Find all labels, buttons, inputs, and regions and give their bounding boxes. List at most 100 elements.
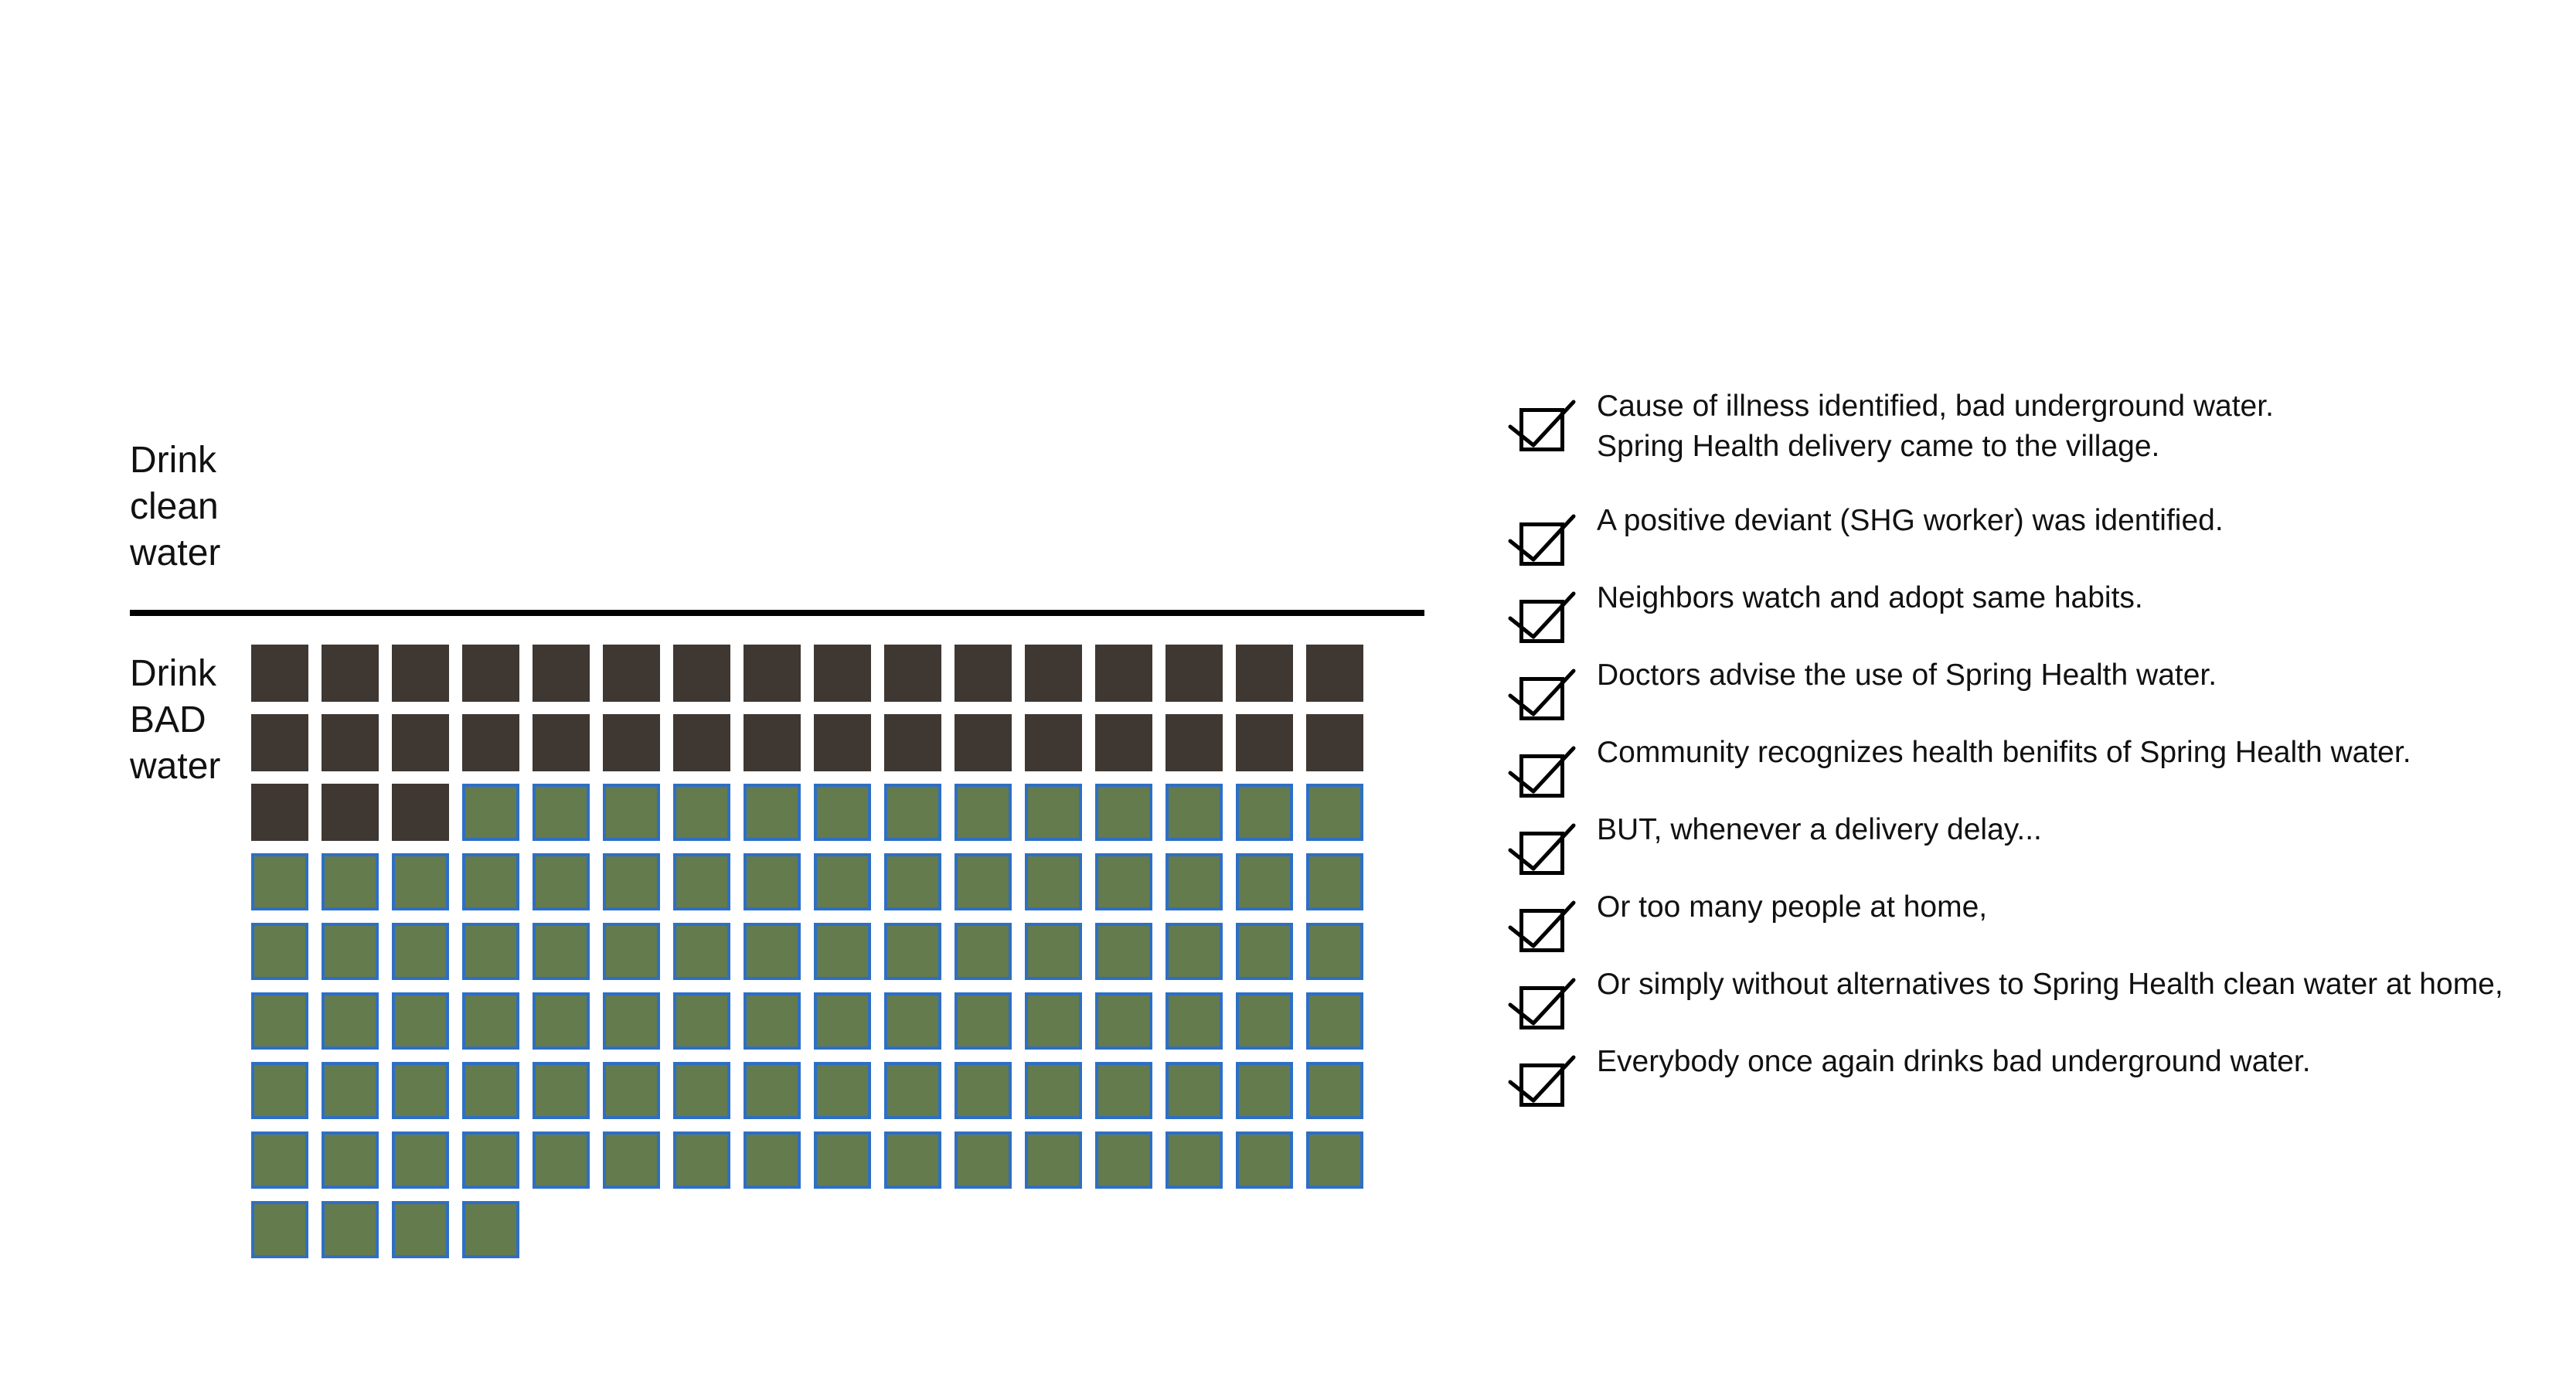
clean-water-person-square bbox=[392, 853, 449, 910]
clean-water-person-square bbox=[603, 1062, 660, 1119]
clean-water-person-square bbox=[1236, 1062, 1293, 1119]
bad-water-person-square bbox=[1095, 645, 1152, 702]
bad-water-person-square bbox=[1236, 714, 1293, 771]
bad-water-person-square bbox=[1306, 645, 1363, 702]
clean-water-person-square bbox=[322, 1201, 379, 1258]
bad-water-person-square bbox=[392, 784, 449, 841]
clean-water-person-square bbox=[251, 1201, 308, 1258]
bad-water-person-square bbox=[1236, 645, 1293, 702]
checkbox-icon bbox=[1519, 986, 1564, 1029]
checkmark-icon bbox=[1508, 746, 1576, 794]
checkmark-icon bbox=[1508, 400, 1576, 447]
bad-water-person-square bbox=[1095, 714, 1152, 771]
bad-water-person-square bbox=[814, 645, 871, 702]
clean-water-person-square bbox=[1236, 1131, 1293, 1189]
clean-water-person-square bbox=[1095, 784, 1152, 841]
clean-water-person-square bbox=[814, 1131, 871, 1189]
bad-water-person-square bbox=[462, 714, 519, 771]
bad-water-person-square bbox=[744, 714, 801, 771]
bad-water-person-square bbox=[322, 784, 379, 841]
clean-water-person-square bbox=[744, 992, 801, 1050]
clean-water-person-square bbox=[322, 1131, 379, 1189]
checklist-item-text: Community recognizes health benifits of … bbox=[1597, 733, 2411, 773]
drink-bad-water-label: Drink BAD water bbox=[130, 651, 220, 790]
clean-water-person-square bbox=[462, 1201, 519, 1258]
clean-water-person-square bbox=[744, 1131, 801, 1189]
bad-water-person-square bbox=[884, 714, 941, 771]
bad-water-person-square bbox=[603, 645, 660, 702]
clean-water-person-square bbox=[744, 784, 801, 841]
checkbox-icon bbox=[1519, 909, 1564, 952]
checklist-item-text: BUT, whenever a delivery delay... bbox=[1597, 810, 2042, 850]
clean-water-person-square bbox=[462, 1131, 519, 1189]
checkmark-icon bbox=[1508, 900, 1576, 948]
checkbox-icon bbox=[1519, 600, 1564, 643]
clean-water-person-square bbox=[251, 992, 308, 1050]
clean-water-person-square bbox=[1025, 853, 1082, 910]
checkmark-icon bbox=[1508, 669, 1576, 716]
clean-water-person-square bbox=[814, 992, 871, 1050]
checkmark-icon bbox=[1508, 978, 1576, 1026]
clean-water-person-square bbox=[251, 1062, 308, 1119]
clean-water-person-square bbox=[603, 1131, 660, 1189]
clean-water-person-square bbox=[673, 1062, 730, 1119]
bad-water-person-square bbox=[603, 714, 660, 771]
clean-water-person-square bbox=[322, 1062, 379, 1119]
clean-water-person-square bbox=[1306, 923, 1363, 980]
bad-water-person-square bbox=[251, 645, 308, 702]
bad-water-person-square bbox=[673, 714, 730, 771]
checkmark-icon bbox=[1508, 514, 1576, 562]
checkbox-icon bbox=[1519, 408, 1564, 451]
bad-water-person-square bbox=[1025, 714, 1082, 771]
clean-water-person-square bbox=[1025, 1062, 1082, 1119]
bad-water-person-square bbox=[251, 714, 308, 771]
clean-water-person-square bbox=[814, 1062, 871, 1119]
clean-water-person-square bbox=[462, 853, 519, 910]
clean-water-person-square bbox=[603, 992, 660, 1050]
bad-water-person-square bbox=[392, 645, 449, 702]
clean-water-person-square bbox=[884, 923, 941, 980]
clean-water-person-square bbox=[392, 923, 449, 980]
label-line: water bbox=[130, 533, 221, 573]
clean-water-person-square bbox=[1165, 923, 1223, 980]
clean-water-person-square bbox=[814, 853, 871, 910]
clean-water-person-square bbox=[1025, 992, 1082, 1050]
clean-water-person-square bbox=[251, 1131, 308, 1189]
bad-water-person-square bbox=[322, 645, 379, 702]
checklist-item-text: Neighbors watch and adopt same habits. bbox=[1597, 578, 2143, 618]
clean-water-person-square bbox=[673, 784, 730, 841]
clean-water-person-square bbox=[1165, 992, 1223, 1050]
checkbox-icon bbox=[1519, 832, 1564, 875]
checkbox-icon bbox=[1519, 754, 1564, 798]
clean-water-person-square bbox=[884, 1131, 941, 1189]
bad-water-person-square bbox=[533, 714, 590, 771]
clean-water-person-square bbox=[1095, 1131, 1152, 1189]
clean-water-person-square bbox=[1306, 784, 1363, 841]
clean-water-person-square bbox=[673, 1131, 730, 1189]
checkbox-icon bbox=[1519, 522, 1564, 566]
clean-water-person-square bbox=[1095, 1062, 1152, 1119]
clean-water-person-square bbox=[1095, 853, 1152, 910]
clean-water-person-square bbox=[1165, 1062, 1223, 1119]
clean-water-person-square bbox=[322, 923, 379, 980]
clean-water-person-square bbox=[673, 992, 730, 1050]
clean-water-person-square bbox=[1025, 784, 1082, 841]
checkmark-icon bbox=[1508, 591, 1576, 639]
clean-water-person-square bbox=[462, 923, 519, 980]
clean-water-person-square bbox=[673, 923, 730, 980]
clean-water-person-square bbox=[1095, 923, 1152, 980]
clean-water-person-square bbox=[1165, 784, 1223, 841]
clean-water-person-square bbox=[955, 1131, 1012, 1189]
checklist-item-line: Neighbors watch and adopt same habits. bbox=[1597, 581, 2143, 614]
checklist-item-text: Or too many people at home, bbox=[1597, 887, 1987, 927]
clean-water-person-square bbox=[744, 923, 801, 980]
clean-water-person-square bbox=[322, 853, 379, 910]
clean-water-person-square bbox=[603, 784, 660, 841]
clean-water-person-square bbox=[884, 1062, 941, 1119]
clean-water-person-square bbox=[1306, 992, 1363, 1050]
drink-clean-water-label: Drink clean water bbox=[130, 437, 220, 577]
checklist-item-line: Spring Health delivery came to the villa… bbox=[1597, 430, 2160, 463]
checklist-item-line: Or simply without alternatives to Spring… bbox=[1597, 968, 2503, 1001]
clean-water-person-square bbox=[251, 923, 308, 980]
clean-water-person-square bbox=[462, 784, 519, 841]
